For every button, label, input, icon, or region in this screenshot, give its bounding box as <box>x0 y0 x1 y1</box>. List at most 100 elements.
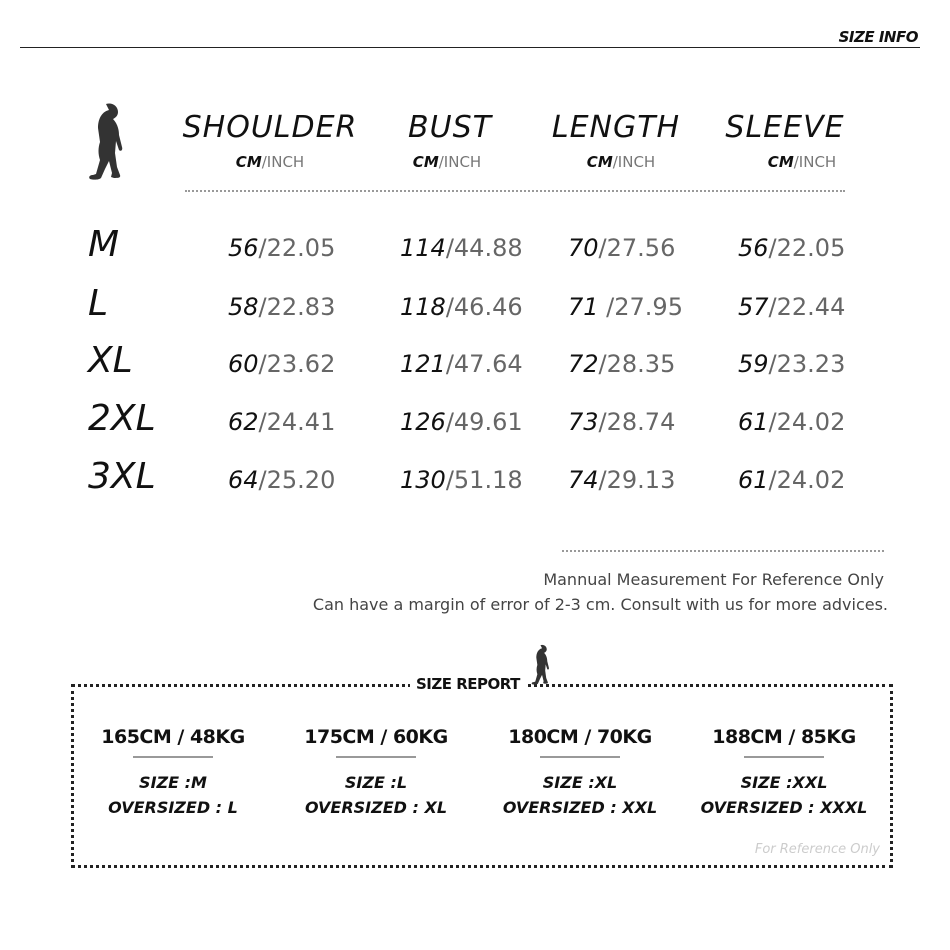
inch-value: /24.02 <box>768 466 846 494</box>
cm-value: 121 <box>400 350 446 378</box>
inch-value: /23.62 <box>258 350 336 378</box>
cm-value: 64 <box>228 466 259 494</box>
measurement-cell: 57/22.44 <box>738 293 845 321</box>
reference-footnote: For Reference Only <box>754 842 880 857</box>
unit-label: CM/INCH <box>235 153 305 171</box>
size-info-title: SIZE INFO <box>838 28 919 46</box>
inch-value: /22.44 <box>768 293 846 321</box>
inch-value: /24.02 <box>768 408 846 436</box>
cm-value: 59 <box>738 350 769 378</box>
cm-value: 57 <box>738 293 769 321</box>
cm-value: 118 <box>400 293 446 321</box>
inch-value: /47.64 <box>445 350 523 378</box>
cm-value: 60 <box>228 350 259 378</box>
inch-value: /28.74 <box>598 408 676 436</box>
measurement-cell: 61/24.02 <box>738 408 845 436</box>
notes-dotted-divider <box>562 550 884 552</box>
cm-value: 61 <box>738 408 769 436</box>
measurement-cell: 62/24.41 <box>228 408 335 436</box>
error-margin-note: Can have a margin of error of 2-3 cm. Co… <box>312 595 888 614</box>
unit-label: CM/INCH <box>586 153 656 171</box>
cm-value: 73 <box>568 408 599 436</box>
unit-label: CM/INCH <box>767 153 837 171</box>
measurement-cell: 56/22.05 <box>738 234 845 262</box>
oversized-size: OVERSIZED : L <box>108 798 238 817</box>
size-label: 2XL <box>88 398 156 439</box>
measurement-cell: 61/24.02 <box>738 466 845 494</box>
inch-value: /51.18 <box>445 466 523 494</box>
height-weight: 175CM / 60KG <box>304 726 448 748</box>
oversized-size: OVERSIZED : XXL <box>502 798 658 817</box>
cm-value: 71 <box>568 293 599 321</box>
inch-value: /23.23 <box>768 350 846 378</box>
inch-value: /22.05 <box>258 234 336 262</box>
divider <box>336 756 416 758</box>
inch-value: /44.88 <box>445 234 523 262</box>
size-report-item: 165CM / 48KG SIZE :M OVERSIZED : L <box>73 726 273 820</box>
measurement-cell: 121/47.64 <box>400 350 523 378</box>
unit-label: CM/INCH <box>412 153 482 171</box>
size-report-item: 175CM / 60KG SIZE :L OVERSIZED : XL <box>276 726 476 820</box>
size-report-item: 180CM / 70KG SIZE :XL OVERSIZED : XXL <box>480 726 680 820</box>
inch-value: /22.05 <box>768 234 846 262</box>
column-header-bust: BUST <box>408 110 492 145</box>
measurement-cell: 59/23.23 <box>738 350 845 378</box>
header-divider <box>20 47 920 48</box>
cm-value: 72 <box>568 350 599 378</box>
measurement-cell: 73/28.74 <box>568 408 675 436</box>
cm-value: 61 <box>738 466 769 494</box>
measurement-cell: 56/22.05 <box>228 234 335 262</box>
size-label: L <box>88 283 109 324</box>
height-weight: 180CM / 70KG <box>508 726 652 748</box>
height-weight: 188CM / 85KG <box>712 726 856 748</box>
measurement-cell: 60/23.62 <box>228 350 335 378</box>
size-label: 3XL <box>88 456 156 497</box>
oversized-size: OVERSIZED : XXXL <box>700 798 868 817</box>
cm-value: 62 <box>228 408 259 436</box>
inch-value: /29.13 <box>598 466 676 494</box>
measurement-cell: 130/51.18 <box>400 466 523 494</box>
inch-value: /46.46 <box>445 293 523 321</box>
height-weight: 165CM / 48KG <box>101 726 245 748</box>
measurement-cell: 70/27.56 <box>568 234 675 262</box>
inch-value: /24.41 <box>258 408 336 436</box>
header-dotted-divider <box>185 190 845 192</box>
divider <box>744 756 824 758</box>
hunched-figure-icon <box>89 103 123 180</box>
measurement-cell: 71 /27.95 <box>568 293 683 321</box>
size-report-title: SIZE REPORT <box>410 675 526 693</box>
cm-value: 56 <box>228 234 259 262</box>
inch-value: /27.56 <box>598 234 676 262</box>
measurement-cell: 64/25.20 <box>228 466 335 494</box>
measurement-cell: 114/44.88 <box>400 234 523 262</box>
recommended-size: SIZE :L <box>344 773 408 792</box>
measurement-cell: 74/29.13 <box>568 466 675 494</box>
cm-value: 130 <box>400 466 446 494</box>
cm-value: 58 <box>228 293 259 321</box>
measurement-cell: 118/46.46 <box>400 293 523 321</box>
column-header-length: LENGTH <box>551 110 681 145</box>
measurement-cell: 58/22.83 <box>228 293 335 321</box>
cm-value: 74 <box>568 466 599 494</box>
inch-value: /22.83 <box>258 293 336 321</box>
measurement-note: Mannual Measurement For Reference Only <box>543 570 884 589</box>
size-label: M <box>88 224 120 265</box>
recommended-size: SIZE :M <box>139 773 207 792</box>
inch-value: /25.20 <box>258 466 336 494</box>
measurement-cell: 72/28.35 <box>568 350 675 378</box>
size-report-item: 188CM / 85KG SIZE :XXL OVERSIZED : XXXL <box>684 726 884 820</box>
measurement-cell: 126/49.61 <box>400 408 523 436</box>
hunched-figure-icon <box>531 644 549 685</box>
oversized-size: OVERSIZED : XL <box>304 798 448 817</box>
recommended-size: SIZE :XL <box>542 773 618 792</box>
inch-value: /27.95 <box>598 293 683 321</box>
cm-value: 126 <box>400 408 446 436</box>
cm-value: 56 <box>738 234 769 262</box>
inch-value: /49.61 <box>445 408 523 436</box>
cm-value: 114 <box>400 234 446 262</box>
recommended-size: SIZE :XXL <box>740 773 828 792</box>
cm-value: 70 <box>568 234 599 262</box>
divider <box>133 756 213 758</box>
column-header-sleeve: SLEEVE <box>725 110 845 145</box>
